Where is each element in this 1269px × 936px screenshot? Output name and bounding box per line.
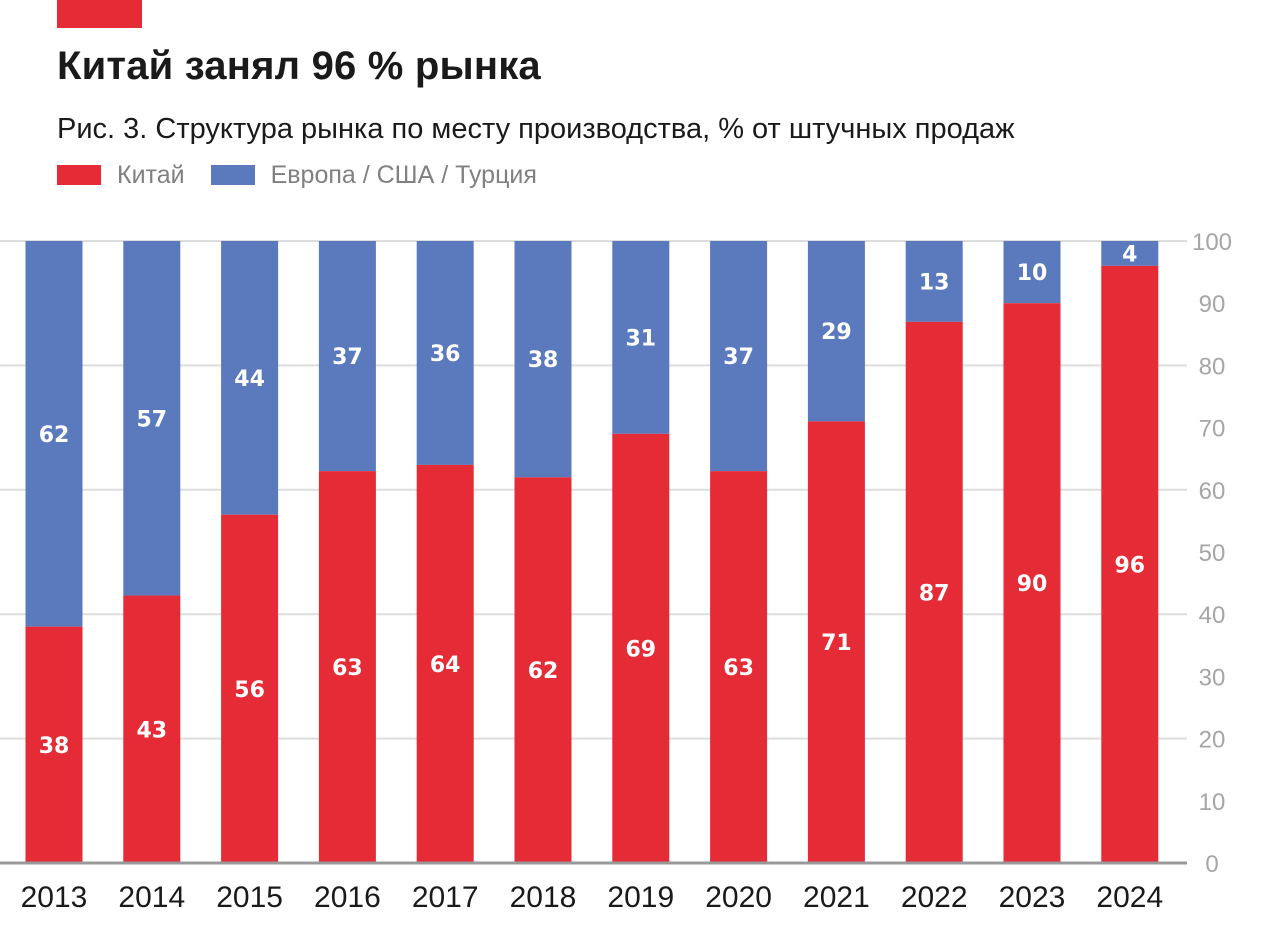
x-tick-label: 2019 (607, 881, 674, 914)
y-tick-label: 70 (1199, 416, 1226, 443)
bar-china-segment (807, 421, 865, 863)
y-tick-label: 50 (1199, 540, 1226, 567)
bar-china-segment (514, 477, 572, 863)
x-tick-label: 2015 (216, 881, 283, 914)
data-label-china: 56 (234, 678, 265, 703)
bar-china-segment (1003, 303, 1061, 863)
data-label-china: 71 (821, 631, 852, 656)
data-label-china: 43 (136, 718, 167, 743)
bar-europe-segment (1101, 241, 1159, 266)
data-label-china: 63 (723, 656, 754, 681)
y-tick-label: 0 (1205, 851, 1218, 878)
x-tick-label: 2020 (705, 881, 772, 914)
legend-item-europe: Европа / США / Турция (210, 160, 537, 190)
bar-china-segment (221, 514, 279, 863)
data-label-europe: 37 (723, 345, 754, 370)
y-tick-label: 80 (1199, 353, 1226, 380)
y-tick-label: 60 (1199, 478, 1226, 505)
x-tick-label: 2018 (510, 881, 577, 914)
bar-europe-segment (710, 241, 768, 472)
data-label-europe: 38 (528, 348, 559, 373)
data-label-china: 69 (625, 637, 656, 662)
data-label-europe: 62 (39, 423, 70, 448)
data-label-europe: 37 (332, 345, 363, 370)
bar-europe-segment (514, 241, 572, 478)
chart-title: Китай занял 96 % рынка (57, 44, 541, 88)
y-tick-label: 100 (1192, 229, 1232, 256)
bar-china-segment (905, 321, 963, 863)
x-tick-label: 2016 (314, 881, 381, 914)
data-label-europe: 57 (136, 407, 167, 432)
bar-europe-segment (1003, 241, 1061, 304)
bar-china-segment (710, 471, 768, 863)
data-label-europe: 10 (1017, 261, 1048, 286)
data-label-europe: 29 (821, 320, 852, 345)
bar-china-segment (416, 464, 474, 863)
y-tick-label: 20 (1199, 727, 1226, 754)
data-label-europe: 44 (234, 367, 265, 392)
bar-europe-segment (25, 241, 83, 627)
bar-china-segment (123, 595, 181, 863)
y-tick-label: 10 (1199, 789, 1226, 816)
bar-europe-segment (905, 241, 963, 322)
bar-europe-segment (221, 241, 279, 515)
bar-europe-segment (807, 241, 865, 422)
x-tick-label: 2023 (999, 881, 1066, 914)
x-tick-label: 2022 (901, 881, 968, 914)
data-label-europe: 36 (430, 342, 461, 367)
data-label-china: 87 (919, 581, 950, 606)
legend-swatch-china (57, 165, 101, 185)
bar-europe-segment (123, 241, 181, 596)
data-label-china: 90 (1017, 572, 1048, 597)
data-label-china: 38 (39, 734, 70, 759)
data-label-europe: 13 (919, 270, 950, 295)
accent-bar (57, 0, 142, 28)
chart-subtitle: Рис. 3. Структура рынка по месту произво… (57, 113, 1015, 145)
data-label-europe: 4 (1122, 242, 1137, 267)
bar-europe-segment (416, 241, 474, 465)
x-tick-label: 2013 (21, 881, 88, 914)
data-label-china: 63 (332, 656, 363, 681)
x-tick-label: 2021 (803, 881, 870, 914)
bar-europe-segment (318, 241, 376, 472)
x-tick-label: 2024 (1096, 881, 1163, 914)
data-label-europe: 31 (625, 326, 656, 351)
legend-swatch-europe (210, 165, 255, 185)
bar-china-segment (612, 433, 670, 863)
data-label-china: 62 (528, 659, 559, 684)
data-label-china: 64 (430, 653, 461, 678)
y-tick-label: 30 (1199, 664, 1226, 691)
legend: Китай Европа / США / Турция (57, 160, 537, 190)
x-tick-label: 2017 (412, 881, 479, 914)
y-tick-label: 40 (1199, 602, 1226, 629)
y-tick-label: 90 (1199, 291, 1226, 318)
bar-china-segment (1101, 265, 1159, 863)
bar-europe-segment (612, 241, 670, 434)
bar-china-segment (318, 471, 376, 863)
legend-label-china: Китай (117, 160, 185, 189)
x-tick-label: 2014 (118, 881, 185, 914)
legend-item-china: Китай (57, 161, 185, 190)
data-label-china: 96 (1114, 553, 1145, 578)
bar-china-segment (25, 626, 83, 863)
legend-label-europe: Европа / США / Турция (270, 160, 537, 189)
